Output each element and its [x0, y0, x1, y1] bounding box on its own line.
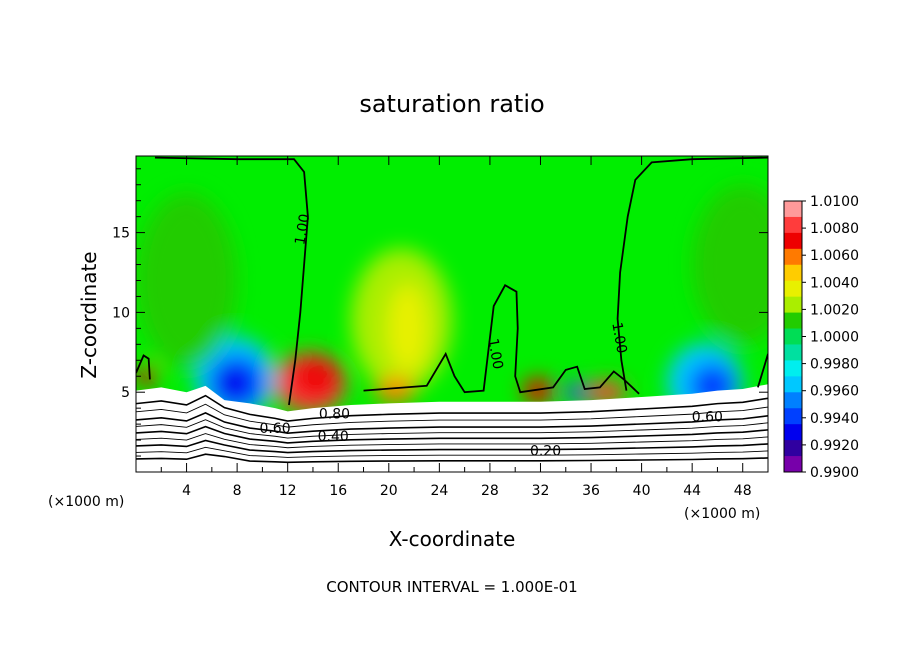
x-tick-label-0: 4: [182, 483, 191, 499]
saturation-field: [136, 156, 768, 472]
colorbar-label-7: 0.9960: [810, 384, 859, 400]
x-tick-label-9: 40: [633, 483, 651, 499]
color-blob-13: [136, 366, 157, 386]
contour-1-00-0: [136, 354, 151, 380]
contour-label-0: 1.00: [292, 213, 313, 246]
colorbar-label-2: 1.0060: [810, 248, 859, 264]
color-blob-14: [692, 184, 768, 345]
colorbar-label-5: 1.0000: [810, 330, 859, 346]
ground-contour-4: [136, 425, 768, 444]
ground-contour-7: [136, 446, 768, 458]
colorbar-swatch-2: [784, 232, 802, 250]
colorbar-swatch-7: [784, 312, 802, 330]
contour-label-3: 0.80: [319, 407, 350, 423]
ground-contour-8: [136, 453, 768, 464]
colorbar-swatch-5: [784, 280, 802, 298]
x-tick-label-8: 36: [582, 483, 600, 499]
ground-contour-0: [136, 394, 768, 422]
x-tick-label-3: 16: [329, 483, 347, 499]
y-tick-label-1: 10: [112, 305, 130, 321]
color-blob-4: [215, 366, 249, 402]
colorbar-label-10: 0.9900: [810, 465, 859, 481]
colorbar-swatch-15: [784, 440, 802, 457]
contour-1-00-2: [363, 284, 640, 395]
ground-contour-1: [136, 403, 768, 428]
plot-frame: [135, 155, 769, 473]
colorbar-swatch-14: [784, 424, 802, 441]
colorbar: 1.0100 1.0080 1.0060 1.0040 1.0020 1.0000 0.99…: [783, 194, 859, 481]
contour-1-00-4: [757, 353, 768, 388]
colorbar-swatch-11: [784, 376, 802, 393]
contour-1-00-1: [154, 156, 309, 406]
colorbar-swatch-6: [784, 296, 802, 314]
contour-label-1: 1.00: [484, 337, 505, 370]
ground-contour-2: [136, 411, 768, 434]
x-tick-label-5: 24: [430, 483, 448, 499]
color-blob-8: [387, 283, 428, 374]
y-tick-label-0: 5: [121, 385, 130, 401]
colorbar-label-6: 0.9980: [810, 357, 859, 373]
color-blob-15: [136, 192, 238, 369]
color-blob-10: [522, 377, 554, 404]
x-tick-label-4: 20: [380, 483, 398, 499]
contour-label-5: 0.40: [318, 429, 349, 445]
plot-area: 1.001.00 1.000.800.60 0.400.200.604 8 12 16 20…: [112, 155, 769, 499]
x-tick-label-2: 12: [279, 483, 297, 499]
contour-interval-note: CONTOUR INTERVAL = 1.000E-01: [326, 578, 577, 596]
contour-1-00-3: [616, 156, 768, 391]
y-tick-label-2: 15: [112, 226, 130, 242]
ground-contour-5: [136, 433, 768, 449]
color-blob-1: [291, 357, 340, 399]
colorbar-swatch-1: [784, 216, 802, 234]
terrain-region: [136, 384, 768, 472]
colorbar-swatch-12: [784, 392, 802, 409]
x-tick-label-6: 28: [481, 483, 499, 499]
colorbar-label-9: 0.9920: [810, 438, 859, 454]
x-tick-label-10: 44: [683, 483, 701, 499]
colorbar-swatch-13: [784, 408, 802, 425]
x-tick-label-7: 32: [532, 483, 550, 499]
x-axis-label: X-coordinate: [389, 527, 516, 551]
y-axis-label: Z-coordinate: [77, 251, 101, 378]
colorbar-swatch-8: [784, 328, 802, 345]
colorbar-swatch-10: [784, 360, 802, 377]
x-tick-label-1: 8: [233, 483, 242, 499]
x-tick-label-11: 48: [734, 483, 752, 499]
contour-label-7: 0.60: [692, 410, 723, 426]
x-unit-label-right: (×1000 m): [684, 506, 760, 522]
colorbar-swatch-16: [784, 456, 802, 473]
contour-label-4: 0.60: [259, 421, 290, 437]
color-blob-9: [374, 377, 416, 404]
color-blob-11: [585, 381, 627, 404]
colorbar-label-4: 1.0020: [810, 302, 859, 318]
colorbar-swatch-4: [784, 264, 802, 282]
contour-label-6: 0.20: [530, 443, 561, 459]
contour-label-2: 1.00: [608, 321, 629, 354]
ground-contour-6: [136, 439, 768, 454]
colorbar-swatch-0: [784, 201, 802, 218]
ground-contour-3: [136, 419, 768, 439]
x-unit-label-left: (×1000 m): [48, 494, 124, 510]
colorbar-label-0: 1.0100: [810, 194, 859, 210]
chart-title: saturation ratio: [359, 90, 544, 118]
colorbar-swatch-9: [784, 344, 802, 361]
colorbar-swatch-3: [784, 248, 802, 266]
color-blob-12: [565, 382, 586, 402]
colorbar-label-8: 0.9940: [810, 411, 859, 427]
colorbar-label-3: 1.0040: [810, 275, 859, 291]
colorbar-label-1: 1.0080: [810, 221, 859, 237]
